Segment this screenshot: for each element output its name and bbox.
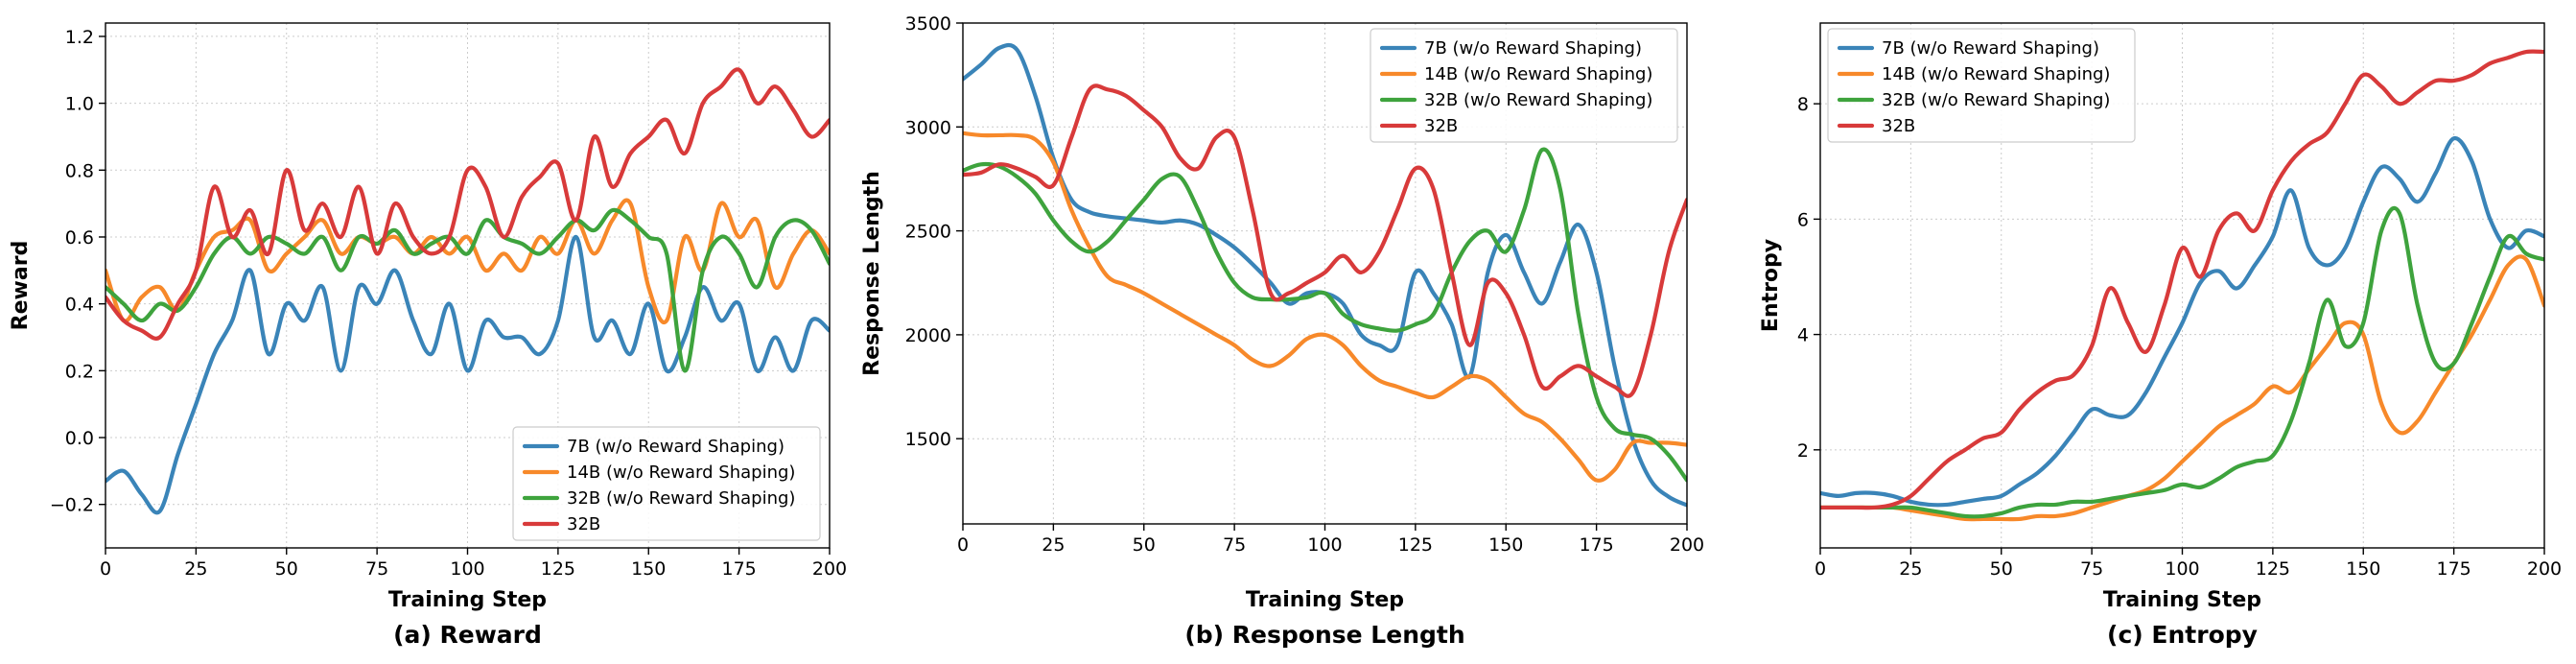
y-axis-label: Reward [9, 241, 33, 331]
legend-label: 32B [1424, 116, 1458, 136]
series-line-3 [963, 83, 1687, 398]
panel-reward: 0 25 50 75 100 125 150 175 200 −0.2 0.0 0.2 0.4 0.6 0.… [9, 22, 847, 649]
legend-label: 32B (w/o Reward Shaping) [1424, 90, 1652, 110]
y-tick-label: 4 [1797, 325, 1809, 346]
y-tick-label: 0.2 [65, 361, 94, 382]
legend-label: 14B (w/o Reward Shaping) [567, 462, 795, 483]
y-tick-label: 0.0 [65, 428, 94, 449]
legend: 7B (w/o Reward Shaping) 14B (w/o Reward S… [512, 426, 821, 541]
y-tick-label: 1.2 [65, 27, 94, 48]
x-tick-label: 25 [1042, 534, 1065, 556]
legend-label: 32B [567, 514, 600, 534]
y-axis-label: Response Length [860, 171, 884, 376]
legend-label: 32B [1882, 116, 1915, 136]
x-axis-label: Training Step [1246, 588, 1404, 612]
legend-label: 32B (w/o Reward Shaping) [567, 488, 795, 509]
x-tick-label: 75 [1223, 534, 1246, 556]
panel-caption: (c) Entropy [2107, 621, 2258, 649]
x-tick-label: 0 [957, 534, 969, 556]
x-axis-label: Training Step [2103, 588, 2261, 612]
x-tick-label: 125 [2256, 558, 2290, 580]
x-tick-label: 150 [631, 558, 666, 580]
legend-box [1827, 28, 2136, 143]
y-tick-label: −0.2 [50, 495, 94, 516]
y-tick-label: 6 [1797, 209, 1809, 230]
x-tick-label: 150 [1488, 534, 1523, 556]
series-line-1 [1820, 254, 2544, 522]
y-tick-label: 0.8 [65, 160, 94, 181]
legend-box [512, 426, 821, 541]
series-line-0 [1820, 136, 2544, 508]
panel-entropy: 0 25 50 75 100 125 150 175 200 2 4 6 8 Training Step E… [1759, 22, 2562, 649]
legend: 7B (w/o Reward Shaping) 14B (w/o Reward S… [1827, 28, 2136, 143]
panel-caption: (a) Reward [393, 621, 542, 649]
x-tick-label: 200 [812, 558, 847, 580]
panel-caption: (b) Response Length [1184, 621, 1464, 649]
y-tick-label: 1.0 [65, 94, 94, 115]
series-line-3 [105, 67, 830, 341]
y-tick-label: 2 [1797, 440, 1809, 462]
series-line-3 [1820, 49, 2544, 510]
x-tick-label: 0 [100, 558, 111, 580]
x-tick-label: 100 [2165, 558, 2199, 580]
series-line-2 [963, 147, 1687, 483]
y-tick-label: 2500 [905, 222, 951, 243]
legend-label: 7B (w/o Reward Shaping) [567, 437, 785, 457]
y-tick-label: 3000 [905, 117, 951, 138]
legend-label: 32B (w/o Reward Shaping) [1882, 90, 2110, 110]
legend-box [1370, 28, 1678, 143]
x-tick-label: 25 [1899, 558, 1922, 580]
x-tick-label: 50 [1990, 558, 2013, 580]
x-tick-label: 75 [2080, 558, 2103, 580]
x-tick-label: 200 [2527, 558, 2562, 580]
x-tick-label: 150 [2346, 558, 2380, 580]
y-tick-label: 0.4 [65, 295, 94, 316]
x-tick-label: 175 [1579, 534, 1613, 556]
x-tick-label: 200 [1670, 534, 1704, 556]
x-tick-label: 125 [541, 558, 575, 580]
x-tick-label: 50 [1133, 534, 1156, 556]
series-line-2 [105, 207, 830, 373]
x-tick-label: 75 [365, 558, 388, 580]
panel-response-length: 0 25 50 75 100 125 150 175 200 1500 2000 2500 3000 35… [860, 13, 1704, 649]
x-tick-label: 175 [721, 558, 756, 580]
y-tick-label: 0.6 [65, 227, 94, 249]
y-tick-label: 3500 [905, 13, 951, 35]
legend-label: 7B (w/o Reward Shaping) [1882, 38, 2099, 59]
legend-label: 7B (w/o Reward Shaping) [1424, 38, 1642, 59]
legend: 7B (w/o Reward Shaping) 14B (w/o Reward S… [1370, 28, 1678, 143]
y-axis-label: Entropy [1759, 239, 1783, 332]
x-tick-label: 175 [2436, 558, 2471, 580]
x-tick-label: 125 [1398, 534, 1433, 556]
x-tick-label: 25 [184, 558, 207, 580]
series-line-2 [1820, 205, 2544, 519]
x-tick-label: 100 [1307, 534, 1342, 556]
y-tick-label: 1500 [905, 429, 951, 450]
x-tick-label: 50 [275, 558, 298, 580]
x-tick-label: 0 [1815, 558, 1826, 580]
y-tick-label: 8 [1797, 94, 1809, 115]
x-axis-label: Training Step [388, 588, 547, 612]
series-line-0 [105, 234, 830, 515]
y-tick-label: 2000 [905, 325, 951, 346]
x-tick-label: 100 [450, 558, 484, 580]
legend-label: 14B (w/o Reward Shaping) [1424, 64, 1652, 84]
series-line-1 [963, 130, 1687, 483]
legend-label: 14B (w/o Reward Shaping) [1882, 64, 2110, 84]
